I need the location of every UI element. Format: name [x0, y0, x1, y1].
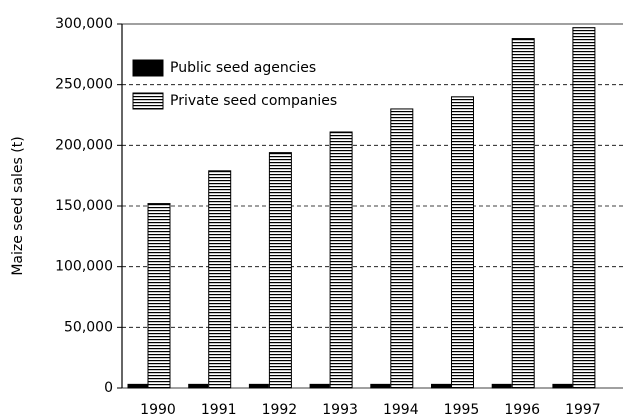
- bar: [552, 383, 573, 389]
- x-tick-label: 1997: [565, 402, 601, 418]
- y-tick-label: 0: [104, 380, 113, 396]
- x-tick-label: 1996: [504, 402, 540, 418]
- legend-swatch: [132, 59, 164, 77]
- bar: [248, 383, 269, 389]
- bar: [491, 383, 512, 389]
- bar: [309, 383, 330, 389]
- y-tick-label: 300,000: [55, 16, 113, 32]
- bar: [511, 38, 535, 389]
- bar: [188, 383, 209, 389]
- bar: [370, 383, 391, 389]
- x-tick-label: 1994: [383, 402, 419, 418]
- legend-swatch: [132, 92, 164, 110]
- bar: [431, 383, 451, 389]
- y-tick-label: 150,000: [55, 198, 113, 214]
- bar: [451, 96, 474, 389]
- bar: [147, 203, 171, 389]
- x-tick-label: 1993: [322, 402, 358, 418]
- bar: [208, 170, 232, 389]
- legend-label: Private seed companies: [170, 93, 337, 109]
- y-tick-label: 50,000: [64, 319, 113, 335]
- bar: [329, 131, 353, 389]
- x-tick-label: 1995: [444, 402, 480, 418]
- y-tick-label: 100,000: [55, 259, 113, 275]
- bar: [268, 152, 292, 389]
- legend-label: Public seed agencies: [170, 60, 316, 76]
- bar: [572, 27, 596, 389]
- y-tick-label: 200,000: [55, 137, 113, 153]
- x-tick-label: 1991: [201, 402, 237, 418]
- bar: [127, 383, 148, 389]
- bar: [390, 108, 414, 389]
- x-tick-label: 1992: [262, 402, 298, 418]
- y-tick-label: 250,000: [55, 77, 113, 93]
- y-axis-label: Maize seed sales (t): [10, 136, 26, 275]
- x-tick-label: 1990: [140, 402, 176, 418]
